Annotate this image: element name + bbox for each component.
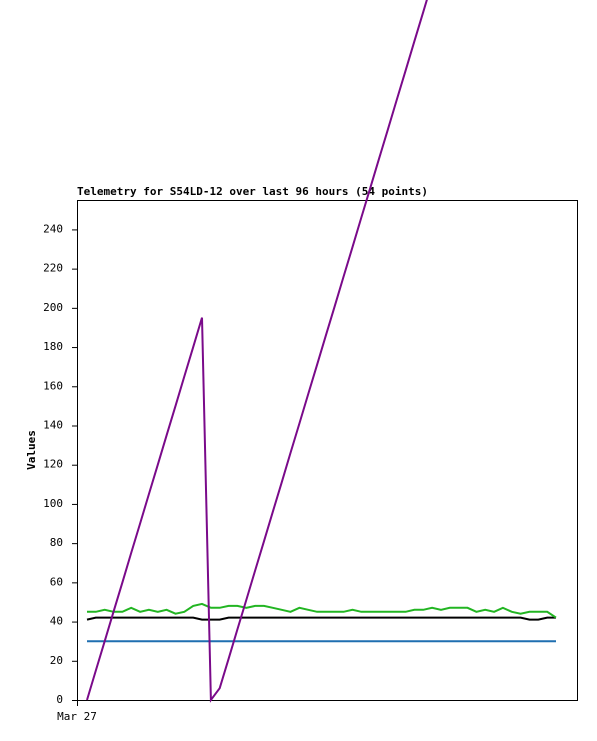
y-tick-label: 0 [56,693,63,706]
y-tick-label: 20 [50,654,63,667]
y-tick-label: 40 [50,615,63,628]
y-tick-label: 220 [43,262,63,275]
y-tick-label: 200 [43,301,63,314]
series-line [86,616,556,621]
x-tick-label: Mar 27 [57,710,97,723]
y-tick-label: 180 [43,340,63,353]
y-tick-label: 120 [43,458,63,471]
y-tick-label: 80 [50,536,63,549]
y-tick-label: 240 [43,222,63,235]
y-tick-label: 140 [43,418,63,431]
y-axis-label: Values [25,430,38,470]
series-line [87,602,557,619]
plot-frame [77,200,578,701]
chart-title: Telemetry for S54LD-12 over last 96 hour… [77,185,428,198]
y-tick-label: 100 [43,497,63,510]
y-tick-label: 60 [50,575,63,588]
y-tick-label: 160 [43,379,63,392]
series-line [86,0,428,703]
